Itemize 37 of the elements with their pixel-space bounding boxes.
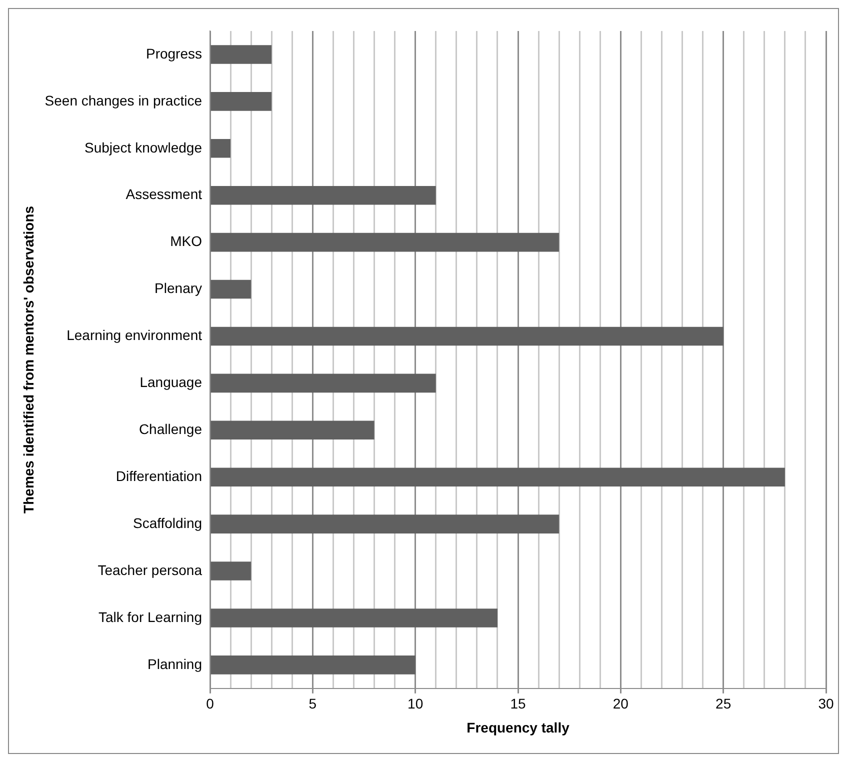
- bar: [210, 45, 272, 64]
- y-tick-label: Language: [140, 374, 202, 390]
- y-tick-label: Talk for Learning: [98, 608, 202, 625]
- bar: [210, 139, 231, 158]
- bar: [210, 468, 785, 486]
- y-tick-label: Learning environment: [66, 327, 202, 344]
- x-tick-label: 10: [408, 696, 424, 712]
- bar: [210, 514, 560, 534]
- y-tick-label: Subject knowledge: [84, 139, 202, 156]
- bar: [210, 608, 498, 628]
- x-axis-title: Frequency tally: [466, 719, 570, 736]
- y-tick-label: Planning: [148, 656, 202, 672]
- y-tick-label: MKO: [170, 233, 202, 250]
- bar: [210, 232, 560, 252]
- bar: [210, 326, 724, 346]
- bar: [210, 562, 252, 580]
- x-tick-label: 20: [612, 696, 629, 712]
- x-tick-label: 15: [510, 696, 526, 712]
- bar: [210, 186, 436, 205]
- y-tick-label: Plenary: [154, 280, 202, 296]
- bar: [210, 280, 252, 299]
- bar: [210, 656, 416, 674]
- y-axis-title: Themes identified from mentors' observations: [20, 206, 36, 514]
- x-tick-label: 25: [716, 696, 732, 712]
- x-tick-label: 30: [818, 696, 834, 712]
- y-tick-label: Assessment: [126, 186, 202, 202]
- y-tick-label: Scaffolding: [132, 514, 202, 531]
- bar: [210, 374, 436, 393]
- y-tick-label: Challenge: [138, 420, 202, 437]
- bar: [210, 92, 272, 111]
- x-tick-label: 5: [308, 696, 317, 712]
- y-tick-label: Differentiation: [116, 468, 202, 484]
- bar: [210, 420, 374, 440]
- y-tick-label: Teacher persona: [98, 562, 202, 578]
- y-tick-label: Seen changes in practice: [44, 92, 202, 108]
- x-tick-label: 0: [206, 696, 214, 712]
- y-tick-label: Progress: [146, 45, 202, 62]
